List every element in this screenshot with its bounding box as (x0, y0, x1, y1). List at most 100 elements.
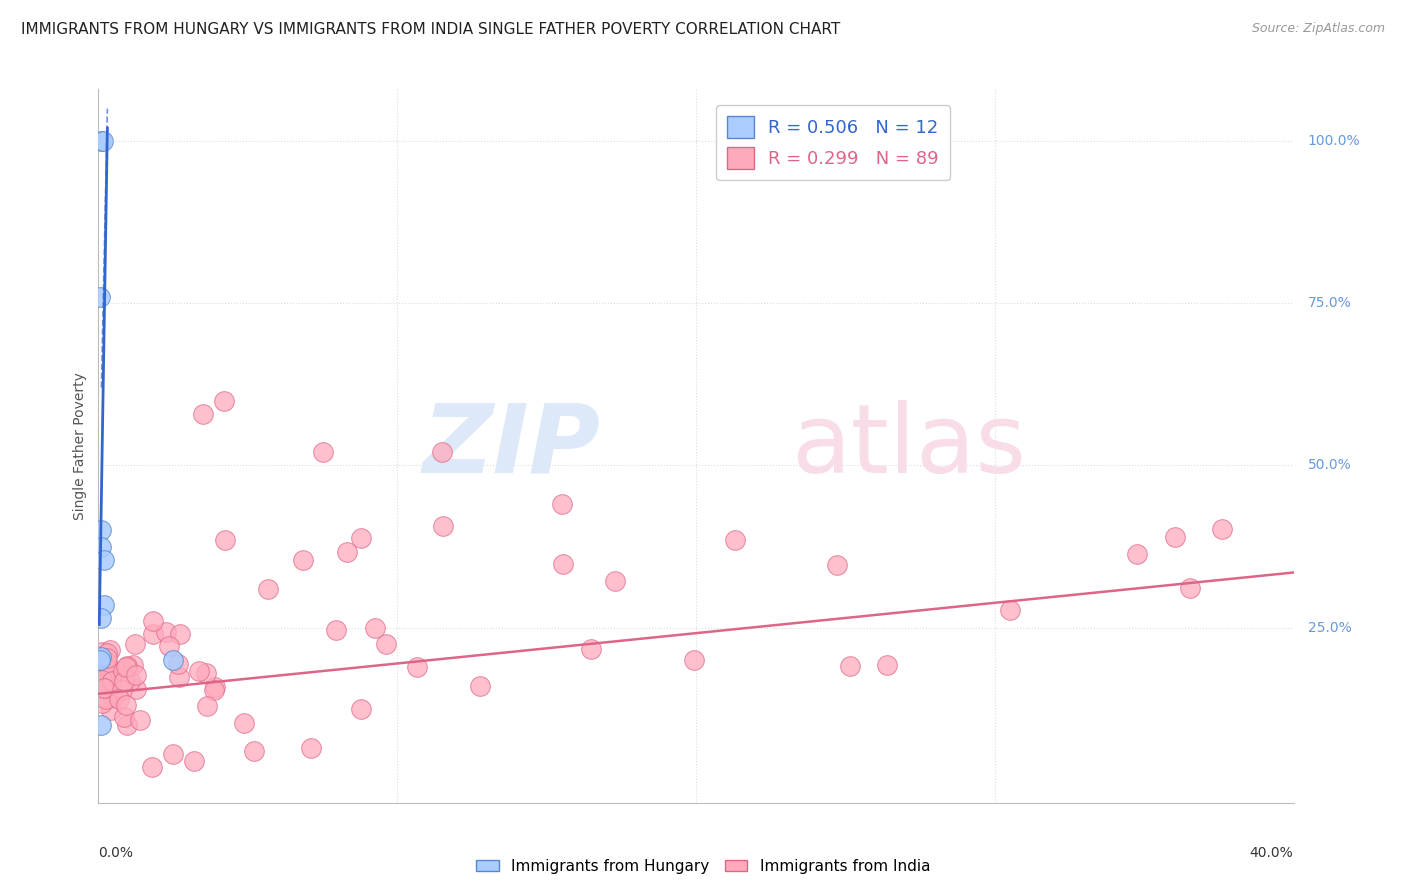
Point (825, 558, 848, 573)
Point (124, 668, 146, 682)
Point (90, 649, 112, 664)
Point (96, 666, 118, 681)
Point (350, 702, 373, 716)
Point (97, 669, 120, 683)
Point (120, 673, 142, 688)
Point (202, 682, 225, 697)
Point (98, 662, 121, 676)
Point (1125, 547, 1147, 561)
Point (89, 653, 111, 667)
Point (299, 740, 322, 755)
Point (124, 637, 146, 651)
Point (311, 445, 333, 459)
Point (91, 134, 114, 148)
Point (162, 747, 184, 761)
Point (100, 674, 122, 689)
Point (155, 624, 177, 639)
Point (96, 646, 118, 660)
Point (101, 673, 124, 688)
Point (166, 657, 188, 671)
Point (100, 703, 122, 717)
Text: 40.0%: 40.0% (1250, 846, 1294, 860)
Point (195, 665, 218, 680)
Text: 50.0%: 50.0% (1308, 458, 1351, 473)
Point (93, 552, 115, 566)
Point (553, 558, 575, 572)
Point (724, 533, 747, 548)
Point (335, 545, 357, 559)
Point (212, 393, 235, 408)
Point (91, 644, 114, 658)
Point (432, 518, 454, 533)
Point (141, 760, 163, 774)
Point (468, 679, 491, 693)
Text: IMMIGRANTS FROM HUNGARY VS IMMIGRANTS FROM INDIA SINGLE FATHER POVERTY CORRELATI: IMMIGRANTS FROM HUNGARY VS IMMIGRANTS FR… (21, 22, 841, 37)
Point (142, 627, 165, 641)
Point (110, 683, 132, 698)
Point (125, 681, 148, 696)
Point (112, 673, 135, 688)
Point (167, 669, 190, 683)
Point (90, 134, 112, 148)
Point (325, 623, 347, 637)
Point (111, 665, 134, 679)
Point (204, 680, 226, 694)
Point (1211, 522, 1233, 536)
Point (93, 598, 115, 612)
Point (169, 627, 191, 641)
Legend: R = 0.506   N = 12, R = 0.299   N = 89: R = 0.506 N = 12, R = 0.299 N = 89 (716, 105, 950, 180)
Point (406, 659, 429, 673)
Point (90, 540, 112, 554)
Point (162, 653, 184, 667)
Point (91, 696, 114, 710)
Point (91, 673, 114, 687)
Text: 100.0%: 100.0% (1308, 134, 1361, 148)
Point (1000, 603, 1022, 617)
Point (256, 582, 278, 596)
Point (93, 671, 115, 685)
Point (364, 621, 387, 635)
Point (94, 691, 117, 706)
Point (101, 690, 124, 704)
Point (96, 650, 118, 665)
Point (350, 532, 373, 546)
Point (683, 652, 706, 666)
Point (191, 407, 214, 421)
Point (115, 718, 138, 732)
Point (839, 659, 862, 673)
Point (96, 657, 118, 671)
Point (115, 698, 138, 712)
Point (112, 710, 135, 724)
Text: 25.0%: 25.0% (1308, 621, 1351, 634)
Text: ZIP: ZIP (422, 400, 600, 492)
Point (142, 615, 165, 629)
Point (90, 611, 112, 625)
Point (187, 664, 209, 678)
Point (292, 552, 315, 566)
Point (122, 658, 145, 673)
Text: 0.0%: 0.0% (98, 846, 134, 860)
Text: 75.0%: 75.0% (1308, 296, 1351, 310)
Point (98, 643, 121, 657)
Point (114, 660, 136, 674)
Text: atlas: atlas (792, 400, 1026, 492)
Y-axis label: Single Father Poverty: Single Father Poverty (73, 372, 87, 520)
Point (1164, 530, 1187, 544)
Point (115, 659, 138, 673)
Point (107, 692, 129, 706)
Text: Source: ZipAtlas.com: Source: ZipAtlas.com (1251, 22, 1385, 36)
Point (90, 524, 112, 538)
Point (93, 681, 115, 696)
Point (603, 574, 626, 588)
Point (581, 641, 603, 656)
Point (195, 698, 218, 713)
Point (233, 716, 256, 731)
Point (550, 497, 572, 511)
Point (876, 658, 898, 673)
Point (129, 714, 152, 728)
Legend: Immigrants from Hungary, Immigrants from India: Immigrants from Hungary, Immigrants from… (470, 853, 936, 880)
Point (94, 681, 117, 695)
Point (157, 639, 180, 653)
Point (183, 754, 205, 768)
Point (430, 445, 453, 459)
